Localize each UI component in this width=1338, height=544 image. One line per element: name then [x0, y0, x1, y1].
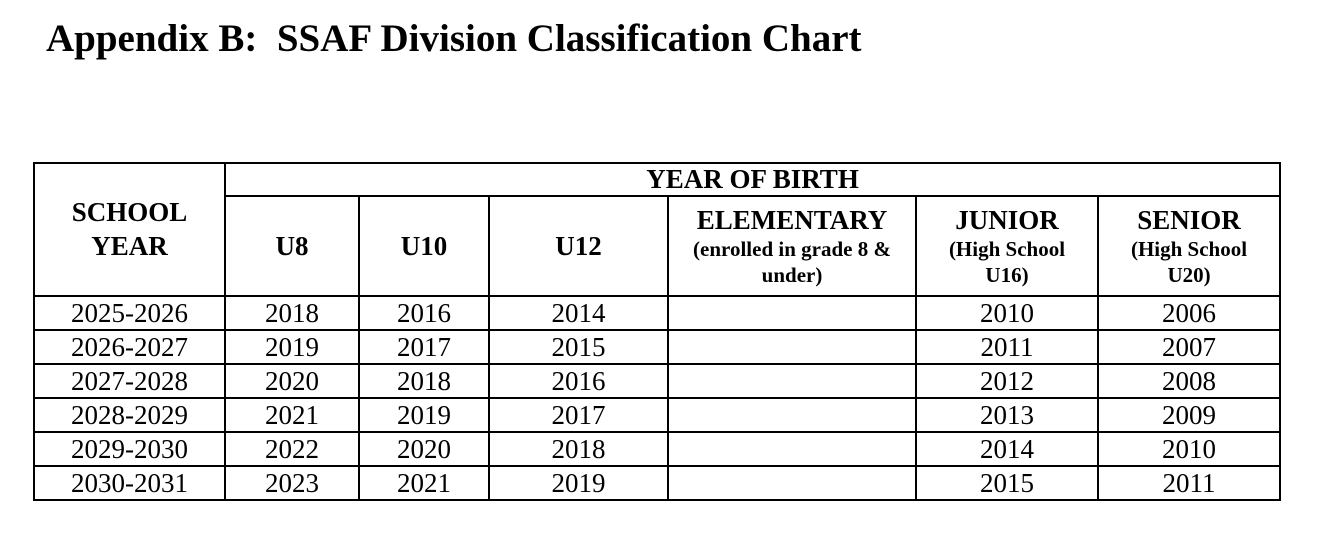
column-header-u8: U8	[224, 195, 360, 297]
cell-junior: 2013	[915, 397, 1099, 433]
table-row: 2027-2028 2020 2018 2016 2012 2008	[33, 363, 1282, 399]
cell-senior: 2010	[1096, 431, 1282, 467]
column-header-u10: U10	[358, 195, 490, 297]
cell-school-year: 2030-2031	[33, 465, 226, 501]
year-of-birth-header-cell: YEAR OF BIRTH	[223, 162, 1282, 197]
cell-junior: 2012	[915, 363, 1099, 399]
cell-u12: 2017	[488, 397, 669, 433]
cell-u10: 2017	[358, 329, 490, 365]
column-label: JUNIOR	[955, 204, 1059, 235]
cell-u8: 2020	[224, 363, 360, 399]
column-label: U12	[555, 230, 602, 261]
cell-senior: 2011	[1096, 465, 1282, 501]
cell-senior: 2008	[1096, 363, 1282, 399]
cell-u10: 2021	[358, 465, 490, 501]
cell-u10: 2018	[358, 363, 490, 399]
table-row: 2030-2031 2023 2021 2019 2015 2011	[33, 465, 1282, 501]
cell-u8: 2021	[224, 397, 360, 433]
cell-u10: 2016	[358, 295, 490, 331]
cell-senior: 2007	[1096, 329, 1282, 365]
cell-u12: 2018	[488, 431, 669, 467]
cell-u12: 2016	[488, 363, 669, 399]
column-label: SENIOR	[1137, 204, 1241, 235]
cell-senior: 2009	[1096, 397, 1282, 433]
cell-elementary	[667, 363, 917, 399]
cell-u10: 2019	[358, 397, 490, 433]
column-header-elementary: ELEMENTARY (enrolled in grade 8 & under)	[667, 195, 917, 297]
column-sublabel: (High School U16)	[948, 236, 1066, 288]
table-row: 2025-2026 2018 2016 2014 2010 2006	[33, 295, 1282, 331]
cell-school-year: 2027-2028	[33, 363, 226, 399]
cell-junior: 2010	[915, 295, 1099, 331]
cell-u12: 2019	[488, 465, 669, 501]
cell-school-year: 2028-2029	[33, 397, 226, 433]
cell-u8: 2018	[224, 295, 360, 331]
cell-elementary	[667, 295, 917, 331]
cell-junior: 2011	[915, 329, 1099, 365]
table-row: 2028-2029 2021 2019 2017 2013 2009	[33, 397, 1282, 433]
cell-u8: 2023	[224, 465, 360, 501]
column-label: U8	[275, 230, 309, 261]
column-header-u12: U12	[488, 195, 669, 297]
column-sublabel: (enrolled in grade 8 & under)	[693, 236, 891, 288]
cell-u12: 2014	[488, 295, 669, 331]
school-year-header-cell: SCHOOL YEAR	[33, 162, 226, 297]
classification-table: SCHOOL YEAR YEAR OF BIRTH U8 U10 U12 ELE…	[33, 162, 1282, 501]
cell-u10: 2020	[358, 431, 490, 467]
table-row: 2029-2030 2022 2020 2018 2014 2010	[33, 431, 1282, 467]
cell-school-year: 2026-2027	[33, 329, 226, 365]
column-header-senior: SENIOR (High School U20)	[1096, 195, 1282, 297]
cell-elementary	[667, 431, 917, 467]
cell-junior: 2014	[915, 431, 1099, 467]
cell-u12: 2015	[488, 329, 669, 365]
cell-school-year: 2025-2026	[33, 295, 226, 331]
cell-u8: 2019	[224, 329, 360, 365]
column-sublabel: (High School U20)	[1130, 236, 1248, 288]
cell-elementary	[667, 329, 917, 365]
cell-u8: 2022	[224, 431, 360, 467]
cell-junior: 2015	[915, 465, 1099, 501]
cell-senior: 2006	[1096, 295, 1282, 331]
cell-school-year: 2029-2030	[33, 431, 226, 467]
column-label: U10	[400, 230, 448, 261]
column-label: ELEMENTARY	[696, 204, 888, 235]
table-row: 2026-2027 2019 2017 2015 2011 2007	[33, 329, 1282, 365]
cell-elementary	[667, 397, 917, 433]
header-row-columns: U8 U10 U12 ELEMENTARY (enrolled in grade…	[34, 195, 1282, 297]
school-year-header-label: SCHOOL YEAR	[71, 196, 188, 261]
cell-elementary	[667, 465, 917, 501]
page-title: Appendix B: SSAF Division Classification…	[46, 17, 862, 60]
column-header-junior: JUNIOR (High School U16)	[915, 195, 1099, 297]
header-row-span: SCHOOL YEAR YEAR OF BIRTH	[33, 162, 1282, 297]
